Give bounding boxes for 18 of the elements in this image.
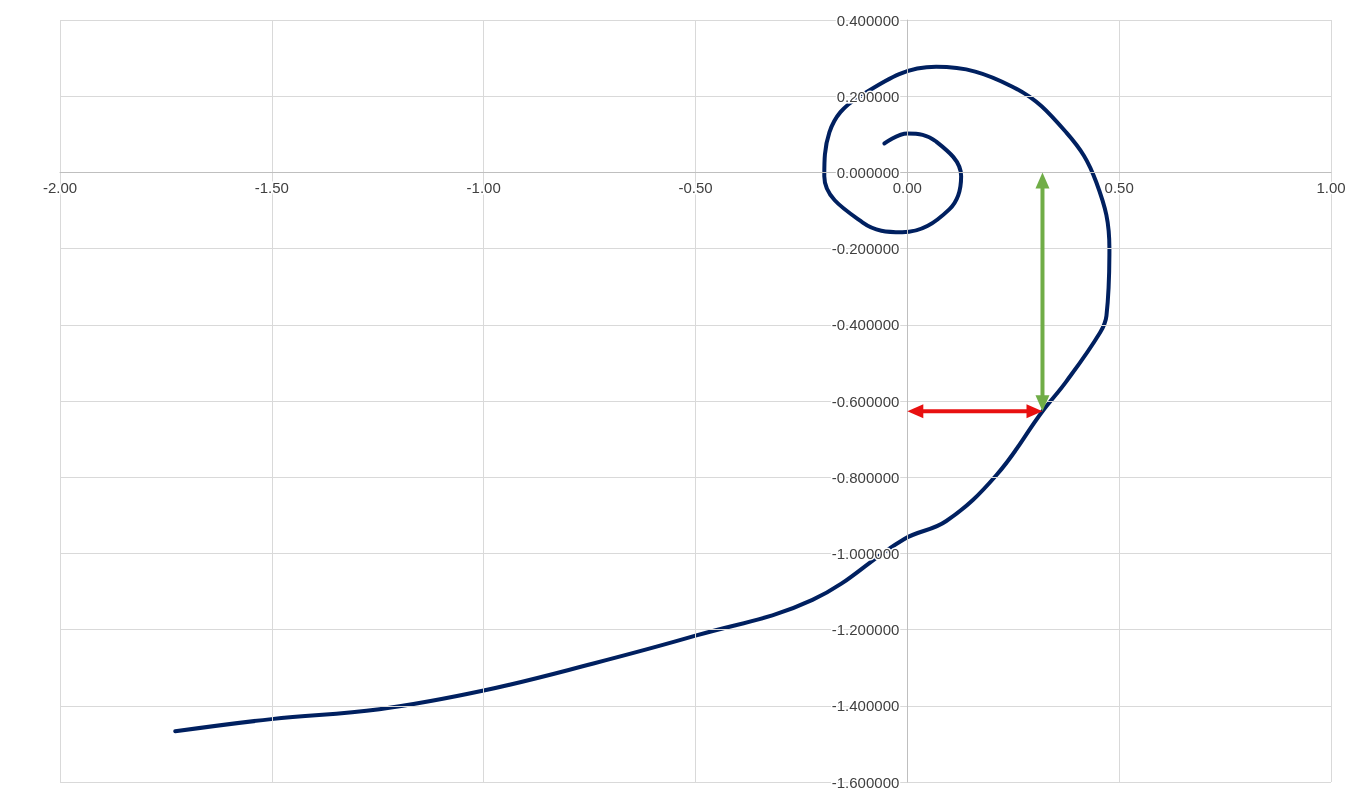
- y-tick-label: -0.200000: [831, 240, 900, 258]
- x-tick-label: -0.50: [678, 179, 713, 197]
- x-tick-label: -1.00: [466, 179, 501, 197]
- y-tick-label: -1.200000: [831, 621, 900, 639]
- y-tick-label: -1.000000: [831, 544, 900, 562]
- x-tick-label: 0.50: [1104, 179, 1134, 197]
- y-tick-label: -0.800000: [831, 468, 900, 486]
- x-tick-label: 1.00: [1316, 179, 1346, 197]
- y-tick-label: -1.600000: [831, 773, 900, 791]
- y-tick-label: -0.400000: [831, 316, 900, 334]
- y-tick-label: -1.400000: [831, 697, 900, 715]
- y-tick-label: 0.400000: [836, 11, 900, 29]
- x-tick-label: -2.00: [42, 179, 78, 197]
- x-tick-label: -1.50: [254, 179, 289, 197]
- y-tick-label: 0.200000: [836, 87, 900, 105]
- x-tick-label: 0.00: [892, 179, 922, 197]
- y-tick-label: -0.600000: [831, 392, 900, 410]
- y-tick-label: 0.000000: [836, 163, 900, 181]
